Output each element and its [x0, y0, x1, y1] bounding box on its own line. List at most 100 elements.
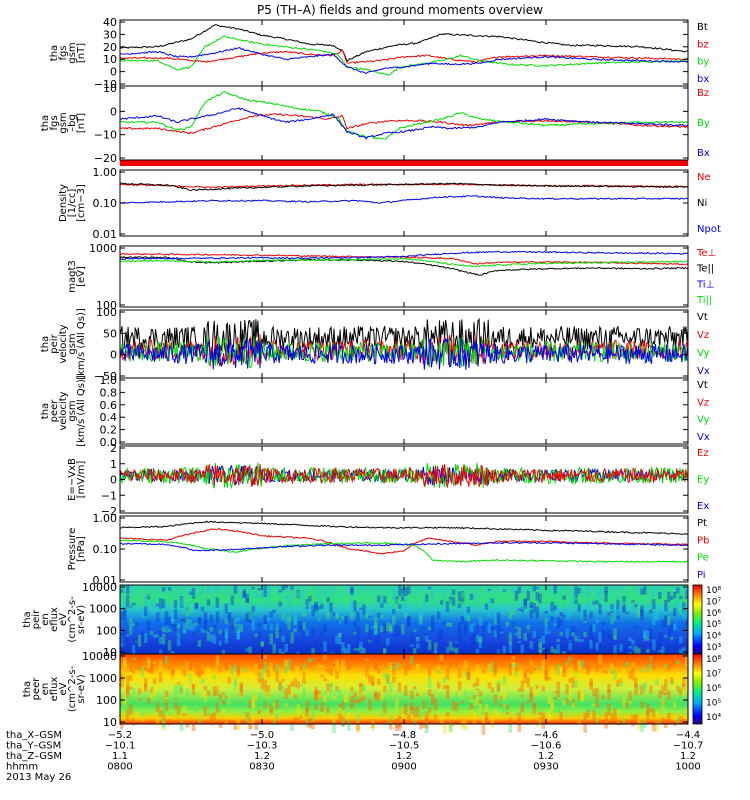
y-tick-label: 0.8: [100, 386, 118, 399]
spectrogram-cell: [619, 591, 623, 602]
spectrogram-cell: [502, 703, 507, 706]
series-line-ni: [119, 182, 689, 191]
spectrogram-cell: [598, 589, 602, 601]
spectrogram-cell: [317, 594, 321, 603]
spectrogram-background: [120, 585, 688, 654]
spectrogram-cell: [182, 622, 187, 634]
spectrogram-cell: [664, 634, 668, 638]
spectrogram-cell: [401, 675, 405, 687]
spectrogram-cell: [230, 668, 235, 676]
y-tick-label: 10000: [82, 581, 117, 594]
spectrogram-cell: [679, 689, 683, 696]
spectrogram-cell: [463, 642, 468, 651]
axis-row-value: −5.0: [250, 730, 274, 741]
spectrogram-cell: [613, 645, 617, 656]
spectrogram-cell: [332, 635, 336, 639]
spectrogram-cell: [484, 711, 489, 724]
spectrogram-cell: [323, 677, 327, 682]
spectrogram-cell: [206, 632, 211, 641]
spectrogram-cell: [565, 714, 569, 718]
spectrogram-cell: [128, 665, 133, 672]
spectrogram-cell: [418, 612, 423, 623]
spectrogram-cell: [487, 623, 492, 634]
spectrogram-cell: [520, 599, 525, 610]
spectrogram-cell: [140, 680, 145, 692]
colorbar-tick-label: 10⁸: [706, 586, 721, 596]
y-axis-label: [nT]: [76, 43, 87, 63]
spectrogram-cell: [221, 604, 226, 611]
spectrogram-cell: [185, 606, 190, 612]
spectrogram-cell: [278, 659, 282, 665]
spectrogram-cell: [176, 634, 181, 647]
spectrogram-cell: [559, 631, 563, 636]
spectrogram-cell: [254, 633, 259, 637]
spectrogram-cell: [356, 648, 360, 651]
spectrogram-cell: [257, 693, 262, 704]
spectrogram-cell: [218, 640, 223, 646]
spectrogram-cell: [359, 586, 363, 589]
spectrogram-cell: [320, 674, 324, 678]
spectrogram-cell: [556, 664, 560, 676]
spectrogram-cell: [583, 662, 587, 668]
legend-label: Bx: [697, 148, 710, 159]
spectrogram-cell: [188, 591, 193, 595]
spectrogram-cell: [517, 586, 522, 594]
spectrogram-cell: [278, 601, 282, 607]
spectrogram-cell: [365, 658, 369, 662]
spectrogram-cell: [526, 660, 531, 673]
spectrogram-cell: [290, 690, 294, 697]
spectrogram-cell: [233, 683, 238, 690]
spectrogram-cell: [161, 633, 166, 645]
spectrogram-cell: [272, 609, 276, 613]
spectrogram-cell: [475, 677, 480, 687]
spectrogram-cell: [251, 650, 256, 655]
spectrogram-cell: [191, 684, 196, 689]
spectrogram-cell: [140, 611, 145, 619]
spectrogram-cell: [457, 681, 462, 691]
spectrogram-cell: [631, 639, 635, 651]
spectrogram-cell: [667, 712, 671, 724]
spectrogram-cell: [511, 609, 516, 615]
spectrogram-cell: [508, 642, 513, 654]
spectrogram-cell: [167, 666, 172, 669]
spectrogram-cell: [383, 649, 387, 656]
spectrogram-cell: [335, 668, 339, 679]
spectrogram-cell: [134, 622, 139, 626]
spectrogram-cell: [170, 682, 175, 686]
y-axis-label: [eV]: [76, 266, 87, 287]
spectrogram-cell: [445, 686, 450, 699]
spectrogram-cell: [472, 593, 477, 602]
spectrogram-cell: [529, 665, 534, 675]
spectrogram-cell: [182, 628, 187, 633]
spectrogram-cell: [236, 623, 241, 633]
spectrogram-cell: [347, 709, 351, 712]
spectrogram-cell: [209, 634, 214, 643]
spectrogram-cell: [598, 631, 602, 643]
spectrogram-cell: [278, 699, 282, 706]
spectrogram-cell: [496, 683, 501, 692]
spectrogram-cell: [655, 614, 659, 621]
spectrogram-cell: [577, 685, 581, 693]
spectrogram-cell: [529, 692, 534, 703]
spectrogram-cell: [176, 622, 181, 635]
spectrogram-cell: [362, 585, 366, 597]
spectrogram-cell: [260, 641, 264, 646]
spectrogram-cell: [401, 594, 405, 602]
spectrogram-cell: [571, 632, 575, 637]
y-axis-label: [km/s (All Qs)]: [76, 308, 87, 380]
y-axis-label: magt3: [67, 260, 78, 293]
spectrogram-cell: [143, 683, 148, 692]
spectrogram-cell: [290, 589, 294, 594]
spectrogram-cell: [221, 700, 226, 705]
spectrogram-cell: [412, 629, 417, 632]
spectrogram-cell: [239, 688, 244, 691]
spectrogram-cell: [529, 687, 534, 699]
spectrogram-cell: [412, 648, 417, 657]
spectrogram-cell: [457, 698, 462, 701]
axis-row-value: 1.2: [680, 751, 696, 762]
spectrogram-cell: [371, 605, 375, 610]
spectrogram-cell: [257, 631, 262, 640]
spectrogram-cell: [562, 636, 566, 641]
